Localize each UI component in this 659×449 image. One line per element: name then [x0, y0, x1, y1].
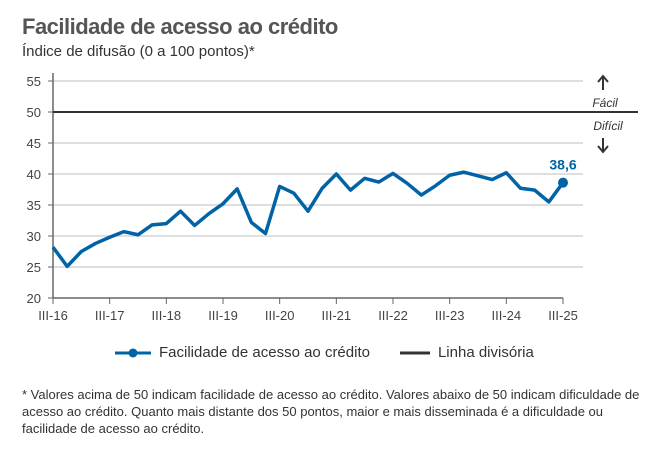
x-tick-label: III-24 [492, 308, 522, 323]
y-tick-label: 30 [27, 229, 41, 244]
y-tick-label: 20 [27, 291, 41, 306]
y-tick-label: 40 [27, 167, 41, 182]
footnote: * Valores acima de 50 indicam facilidade… [22, 387, 640, 436]
arrow-down-icon [597, 138, 609, 154]
x-tick-label: III-23 [435, 308, 465, 323]
y-tick-label: 55 [27, 74, 41, 89]
series-line [51, 170, 565, 269]
x-tick-label: III-18 [152, 308, 182, 323]
last-value-label: 38,6 [549, 157, 576, 173]
y-tick-label: 35 [27, 198, 41, 213]
x-tick-label: III-22 [378, 308, 408, 323]
legend-label: Facilidade de acesso ao crédito [159, 344, 370, 361]
line-chart: 20 25 30 35 40 45 50 55 III-16 III-17 III-18 III-19… [27, 73, 638, 323]
data-point [558, 177, 568, 188]
legend-item-divider: Linha divisória [399, 344, 534, 361]
legend-item-series: Facilidade de acesso ao crédito [115, 344, 370, 361]
x-tick-label: III-21 [322, 308, 352, 323]
x-tick-label: III-16 [38, 308, 68, 323]
hard-label: Difícil [593, 119, 623, 133]
easy-label: Fácil [592, 96, 618, 110]
arrow-up-icon [597, 74, 609, 90]
x-tick-label: III-20 [265, 308, 295, 323]
y-tick-label: 45 [27, 136, 41, 151]
chart-title: Facilidade de acesso ao crédito [22, 14, 338, 39]
legend-label: Linha divisória [437, 344, 534, 361]
y-tick-label: 25 [27, 260, 41, 275]
chart-subtitle: Índice de difusão (0 a 100 pontos)* [22, 43, 255, 60]
x-tick-label: III-19 [208, 308, 238, 323]
x-tick-label: III-17 [95, 308, 125, 323]
legend: Facilidade de acesso ao crédito Linha di… [115, 344, 556, 361]
x-tick-label: III-25 [548, 308, 578, 323]
y-tick-label: 50 [27, 105, 41, 120]
